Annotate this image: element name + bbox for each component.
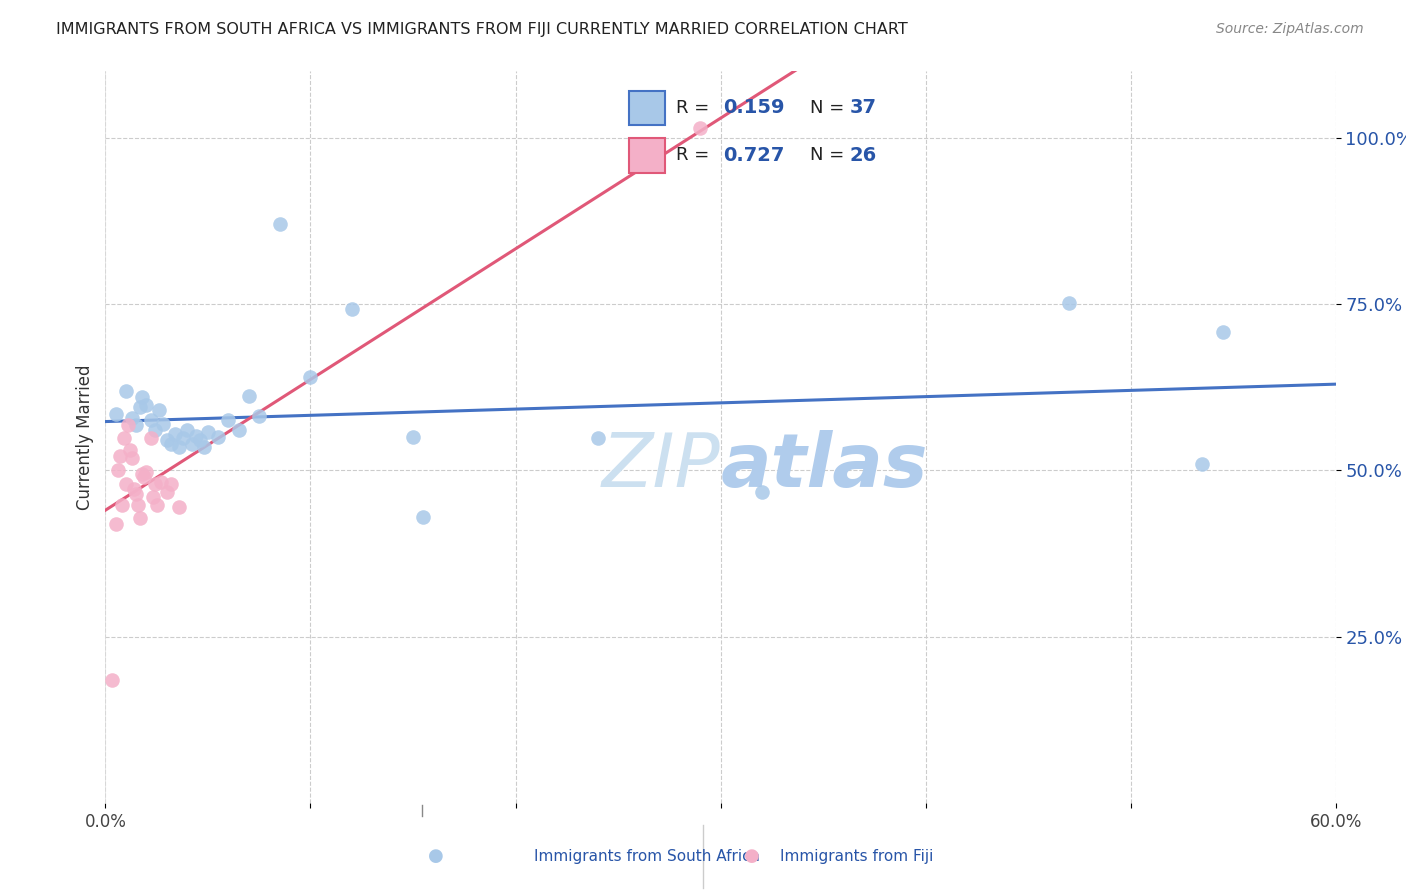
Point xyxy=(115,476,138,491)
Point xyxy=(129,400,152,414)
Point xyxy=(180,436,202,450)
Text: 0.727: 0.727 xyxy=(723,145,785,165)
Point xyxy=(169,500,191,514)
Point xyxy=(188,434,211,448)
Point xyxy=(169,440,191,454)
Point xyxy=(218,413,240,427)
Point xyxy=(689,120,711,135)
Point xyxy=(131,390,153,404)
Point xyxy=(117,418,139,433)
Point xyxy=(121,451,143,466)
Point xyxy=(131,467,153,481)
Point xyxy=(125,418,148,433)
Point xyxy=(111,498,134,512)
Point xyxy=(120,443,141,458)
Text: N =: N = xyxy=(810,146,851,164)
Bar xyxy=(628,137,665,173)
Point xyxy=(100,673,122,687)
Text: 0.159: 0.159 xyxy=(723,98,785,118)
Point xyxy=(139,413,162,427)
Point xyxy=(149,475,172,490)
Point xyxy=(1057,295,1080,310)
Point xyxy=(104,407,127,421)
Point xyxy=(122,482,145,496)
Text: Immigrants from Fiji: Immigrants from Fiji xyxy=(780,849,934,863)
Point xyxy=(156,484,179,499)
Point xyxy=(129,511,152,525)
Y-axis label: Currently Married: Currently Married xyxy=(76,364,94,510)
Text: R =: R = xyxy=(676,99,716,117)
Text: N =: N = xyxy=(810,99,851,117)
Point xyxy=(340,302,363,317)
Point xyxy=(238,389,260,403)
Point xyxy=(1212,325,1234,339)
Point xyxy=(160,476,183,491)
Bar xyxy=(628,91,665,126)
Point xyxy=(139,431,162,445)
Point xyxy=(197,425,219,439)
Point xyxy=(402,430,425,444)
Point xyxy=(135,465,157,479)
Text: ●: ● xyxy=(427,847,444,865)
Point xyxy=(112,431,135,445)
Point xyxy=(586,431,609,445)
Text: 26: 26 xyxy=(849,145,877,165)
Point xyxy=(121,411,143,425)
Point xyxy=(142,490,165,504)
Text: 37: 37 xyxy=(849,98,877,118)
Point xyxy=(104,516,127,531)
Point xyxy=(127,498,149,512)
Point xyxy=(299,370,322,384)
Text: Source: ZipAtlas.com: Source: ZipAtlas.com xyxy=(1216,22,1364,37)
Point xyxy=(160,436,183,450)
Point xyxy=(228,424,250,438)
Point xyxy=(156,434,179,448)
Point xyxy=(412,509,434,524)
Point xyxy=(145,498,167,512)
Point xyxy=(135,398,157,412)
Point xyxy=(172,431,194,445)
Text: atlas: atlas xyxy=(721,430,928,503)
Point xyxy=(165,426,187,441)
Point xyxy=(152,417,174,431)
Point xyxy=(107,463,129,477)
Point xyxy=(148,403,170,417)
Point xyxy=(143,476,166,491)
Text: ZIP: ZIP xyxy=(602,430,721,502)
Text: Immigrants from South Africa: Immigrants from South Africa xyxy=(534,849,761,863)
Text: R =: R = xyxy=(676,146,716,164)
Point xyxy=(134,470,156,484)
Point xyxy=(751,484,773,499)
Point xyxy=(1191,457,1213,471)
Point xyxy=(207,430,229,444)
Point xyxy=(115,384,138,398)
Point xyxy=(176,424,198,438)
Point xyxy=(143,424,166,438)
Point xyxy=(269,217,291,231)
Point xyxy=(184,429,207,443)
Text: ●: ● xyxy=(744,847,761,865)
Point xyxy=(125,486,148,500)
Point xyxy=(108,449,131,463)
Point xyxy=(247,409,270,423)
Point xyxy=(193,440,215,454)
Text: IMMIGRANTS FROM SOUTH AFRICA VS IMMIGRANTS FROM FIJI CURRENTLY MARRIED CORRELATI: IMMIGRANTS FROM SOUTH AFRICA VS IMMIGRAN… xyxy=(56,22,908,37)
